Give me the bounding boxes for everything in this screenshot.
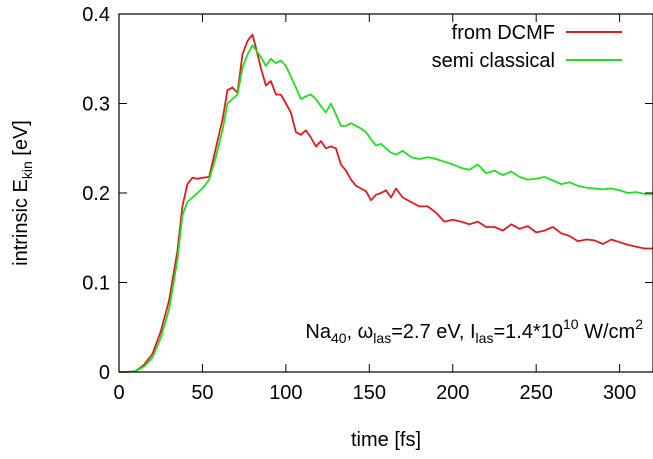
ticks-layer: 0 50 100 150 200 250 300 0 0.1 0.2 0.3 0.4 [82, 4, 653, 404]
x-tick-label: 0 [113, 382, 124, 404]
x-tick-label: 100 [269, 382, 302, 404]
y-axis-title: intrinsic Ekin [eV] [10, 120, 35, 266]
y-tick-label: 0.2 [82, 183, 110, 205]
legend: from DCMF semi classical [432, 22, 622, 72]
y-tick-label: 0.1 [82, 273, 110, 295]
x-tick-label: 300 [603, 382, 636, 404]
legend-label: from DCMF [452, 22, 555, 44]
x-tick-label: 50 [191, 382, 213, 404]
chart-annotation: Na40, ωlas=2.7 eV, Ilas=1.4*1010 W/cm2 [305, 316, 643, 346]
y-tick-label: 0 [99, 362, 110, 384]
legend-label: semi classical [432, 50, 555, 72]
y-tick-label: 0.4 [82, 4, 110, 26]
x-tick-label: 250 [520, 382, 553, 404]
y-tick-label: 0.3 [82, 94, 110, 116]
x-tick-label: 150 [353, 382, 386, 404]
x-axis-title: time [fs] [351, 429, 421, 451]
x-tick-label: 200 [436, 382, 469, 404]
